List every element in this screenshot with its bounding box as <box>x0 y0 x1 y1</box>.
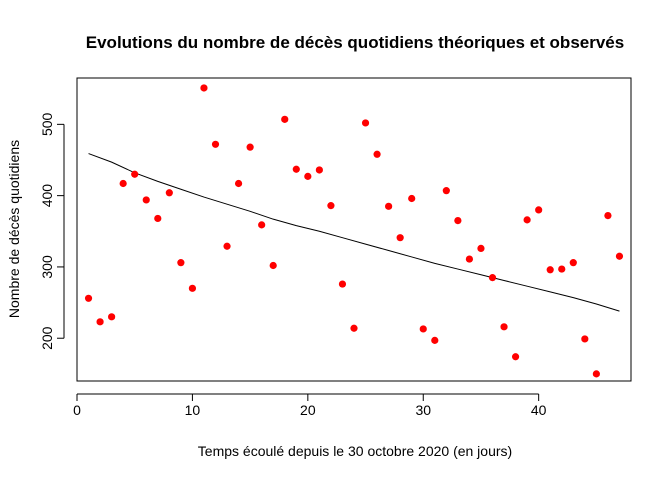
data-point <box>431 336 439 344</box>
data-point <box>223 242 231 250</box>
y-axis-label: Nombre de décès quotidiens <box>6 140 22 318</box>
data-point <box>604 211 612 220</box>
data-point <box>523 216 531 224</box>
data-point <box>131 170 139 178</box>
data-point <box>419 325 427 333</box>
y-tick-label: 500 <box>39 112 55 136</box>
data-point <box>373 150 381 158</box>
data-point <box>154 214 162 223</box>
data-point <box>350 324 358 332</box>
x-axis: 0 10 20 30 40 <box>73 393 547 418</box>
plot-area <box>76 77 632 382</box>
data-point <box>119 179 127 188</box>
data-point <box>361 119 370 127</box>
data-point <box>211 140 220 148</box>
data-point <box>258 221 266 229</box>
data-point <box>535 206 543 214</box>
data-point <box>615 252 624 260</box>
x-tick-label: 20 <box>300 402 316 418</box>
data-point <box>442 187 450 195</box>
data-points-group <box>84 84 624 378</box>
trend-line-group <box>88 153 620 312</box>
data-point <box>142 196 150 204</box>
data-point <box>246 143 254 151</box>
y-tick-label: 200 <box>39 326 55 350</box>
x-tick-label: 40 <box>531 402 547 418</box>
data-point <box>165 189 173 197</box>
theoretical-trend-line <box>88 153 620 312</box>
data-point <box>408 194 416 203</box>
y-tick-label: 400 <box>39 184 55 208</box>
data-point <box>396 234 404 242</box>
data-point <box>96 318 104 326</box>
data-point <box>177 259 185 267</box>
data-point <box>558 265 566 273</box>
data-point <box>234 179 243 188</box>
x-tick-label: 0 <box>73 402 81 418</box>
data-point <box>454 216 462 225</box>
data-point <box>500 323 508 331</box>
data-point <box>269 261 277 270</box>
x-tick-label: 30 <box>415 402 431 418</box>
data-point <box>569 259 577 267</box>
chart-title: Evolutions du nombre de décès quotidiens… <box>86 33 624 52</box>
data-point <box>108 313 116 321</box>
y-axis: 200 300 400 500 <box>39 112 65 350</box>
data-point <box>84 294 93 302</box>
data-point <box>385 202 393 210</box>
data-point <box>592 370 600 378</box>
data-point <box>465 255 474 263</box>
data-point <box>546 266 554 274</box>
y-tick-label: 300 <box>39 255 55 279</box>
data-point <box>200 84 208 92</box>
data-point <box>304 172 312 180</box>
data-point <box>188 284 197 292</box>
x-tick-label: 10 <box>185 402 201 418</box>
data-point <box>511 353 520 361</box>
data-point <box>338 280 347 288</box>
data-point <box>488 274 497 282</box>
data-point <box>292 165 300 173</box>
data-point <box>581 335 589 343</box>
data-point <box>315 166 323 174</box>
data-point <box>281 115 289 123</box>
data-point <box>477 244 485 252</box>
data-point <box>327 202 335 210</box>
x-axis-label: Temps écoulé depuis le 30 octobre 2020 (… <box>198 443 512 459</box>
